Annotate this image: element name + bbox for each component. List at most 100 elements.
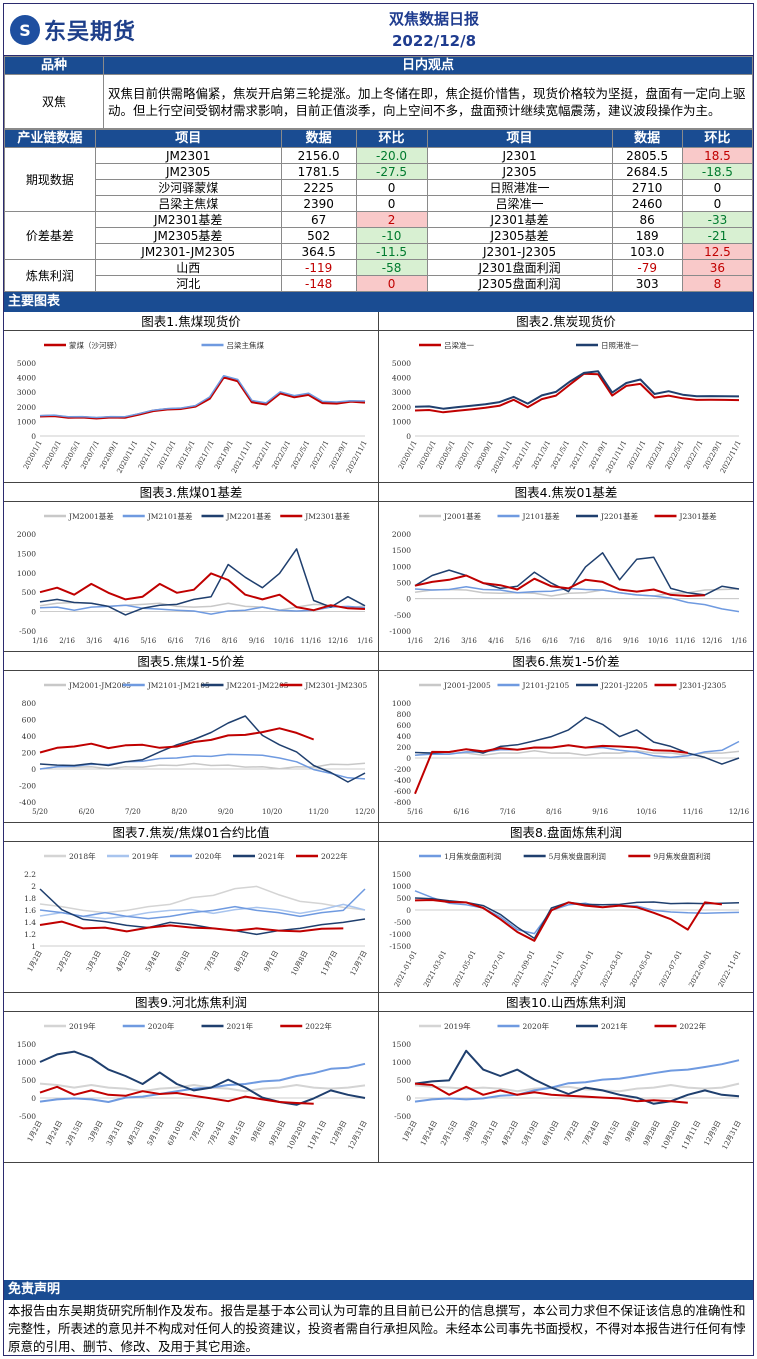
x-tick-label: 8/20 [171, 808, 187, 816]
y-tick-label: 200 [397, 743, 412, 752]
chart-panel: 图表2.焦炭现货价 吕梁准一 日照港准一 5000 4000 3000 2000 1000 0 2… [379, 312, 753, 483]
chain-change: -27.5 [355, 163, 428, 180]
x-tick-label: 9/16 [249, 637, 265, 645]
y-tick-label: 2000 [17, 530, 36, 539]
chain-item: 吕梁主焦煤 [94, 195, 282, 212]
chain-value: 189 [611, 227, 683, 244]
chain-change: -20.0 [355, 147, 428, 164]
series-line [39, 762, 366, 770]
chain-value: 2156.0 [280, 147, 357, 164]
x-tick-label: 5/16 [407, 808, 423, 816]
x-tick-label: 8/16 [222, 637, 238, 645]
series-line [39, 727, 315, 754]
x-tick-label: 3/16 [86, 637, 102, 645]
legend-label: JM2301基差 [304, 511, 350, 521]
chart-plot: 蒙煤（沙河驿） 吕梁主焦煤5000400030002000100002020/1/… [17, 340, 369, 475]
x-tick-label: 9月6日 [624, 1119, 642, 1143]
x-tick-label: 9/16 [592, 808, 608, 816]
y-tick-label: 1500 [392, 1040, 411, 1049]
y-tick-label: -200 [19, 782, 36, 791]
x-tick-label: 9月1日 [262, 949, 280, 973]
y-tick-label: 0 [406, 595, 411, 604]
chart-plot: 吕梁准一 日照港准一5000400030002000100002020/1/120… [392, 340, 743, 475]
chain-item: JM2301 [94, 147, 282, 164]
y-tick-label: 500 [397, 1076, 412, 1085]
y-tick-label: 1000 [17, 417, 36, 426]
chain-change: 2 [355, 211, 428, 228]
legend-label: 2022年 [305, 1021, 332, 1031]
view-col-variety: 品种 [4, 56, 104, 75]
x-tick-label: 4/16 [113, 637, 129, 645]
chart-panel: 图表3.焦煤01基差 JM2001基差 JM2101基差 JM2201基差 JM2301… [4, 483, 379, 652]
x-tick-label: 5/20 [32, 808, 48, 816]
x-tick-label: 2022-11-01 [717, 949, 743, 988]
legend-label: 2022年 [321, 851, 348, 861]
chain-item: J2301-J2305 [426, 243, 613, 260]
chart-plot: 2019年 2020年 2021年 2022年 1500 1000 500 0 -5001月2日… [392, 1021, 743, 1151]
y-tick-label: -1000 [389, 930, 411, 939]
chart-title: 图表4.焦炭01基差 [379, 483, 753, 502]
chain-value: -148 [280, 275, 357, 292]
chain-group-name: 价差基差 [4, 211, 96, 260]
chain-item: 河北 [94, 275, 282, 292]
series-line [414, 750, 740, 757]
chart-plot: JM2001-JM2005 JM2101-JM2105 JM2201-JM2205 J… [19, 681, 375, 816]
y-tick-label: -400 [394, 776, 411, 785]
legend-label: 2021年 [258, 851, 285, 861]
chain-change: 0 [355, 179, 428, 196]
x-tick-label: 2022-07-01 [658, 949, 684, 988]
chain-item: JM2301基差 [94, 211, 282, 228]
x-tick-label: 10/16 [648, 637, 669, 645]
y-tick-label: 600 [397, 721, 412, 730]
table-row: 期现数据 JM2301 2156.0 -20.0 J2301 2805.5 18.5 [4, 147, 754, 212]
table-row: JM2305 1781.5 -27.5 J2305 2684.5 -18.5 [5, 163, 754, 180]
chart-plot: J2001基差 J2101基差 J2201基差 J2301基差 2000 1500 1000… [389, 511, 747, 645]
chart-title: 图表6.焦炭1-5价差 [379, 652, 753, 671]
x-tick-label: 6月3日 [174, 949, 192, 973]
y-tick-label: 500 [22, 588, 37, 597]
series-line [39, 1085, 314, 1105]
y-tick-label: -500 [394, 1112, 411, 1121]
disclaimer-text: 本报告由东吴期货研究所制作及发布。报告是基于本公司认为可靠的且目前已公开的信息撰… [8, 1303, 746, 1354]
report-header: S 东吴期货 双焦数据日报 2022/12/8 [4, 4, 753, 56]
legend-label: 吕梁准一 [444, 340, 474, 350]
chart-title: 图表8.盘面炼焦利润 [379, 823, 753, 842]
legend-label: J2301-J2305 [679, 681, 727, 690]
chain-value: -79 [611, 259, 683, 276]
x-tick-label: 6月10日 [541, 1119, 561, 1147]
y-tick-label: 1500 [392, 870, 411, 879]
y-tick-label: 0 [31, 608, 36, 617]
x-tick-label: 10月20日 [660, 1119, 682, 1151]
legend-label: JM2001-JM2005 [68, 681, 131, 690]
chart-panel: 图表6.焦炭1-5价差 J2001-J2005 J2101-J2105 J2201-J… [379, 652, 753, 823]
x-tick-label: 7/16 [195, 637, 211, 645]
chain-item: 日照港准一 [426, 179, 613, 196]
x-tick-label: 1月2日 [26, 949, 44, 973]
chain-item: J2301 [426, 147, 613, 164]
x-tick-label: 8月2日 [233, 949, 251, 973]
disclaimer-title: 免责声明 [4, 1280, 753, 1300]
y-tick-label: 1000 [392, 562, 411, 571]
y-tick-label: 1000 [392, 417, 411, 426]
chain-value: 2805.5 [611, 147, 683, 164]
report-title: 双焦数据日报 [388, 10, 479, 28]
series-line [414, 372, 740, 414]
x-tick-label: 11月11日 [306, 1119, 328, 1151]
x-tick-label: 9月28日 [642, 1119, 662, 1147]
chart-panel: 图表9.河北炼焦利润 2019年 2020年 2021年 2022年 1500 1000 50… [4, 993, 379, 1163]
chain-change: 12.5 [681, 243, 754, 260]
x-tick-label: 2021-05-01 [452, 949, 478, 988]
y-tick-label: 2000 [392, 530, 411, 539]
x-tick-label: 2022-09-01 [687, 949, 713, 988]
x-tick-label: 11月11日 [680, 1119, 702, 1151]
y-tick-label: 1.6 [24, 906, 36, 915]
x-tick-label: 8/16 [546, 808, 562, 816]
legend-label: JM2101-JM2105 [147, 681, 210, 690]
y-tick-label: 400 [397, 732, 412, 741]
series-line [414, 588, 740, 597]
chain-value: 303 [611, 275, 683, 292]
x-tick-label: 2月15日 [64, 1119, 84, 1147]
chart-panel: 图表4.焦炭01基差 J2001基差 J2101基差 J2201基差 J2301基差 20… [379, 483, 753, 652]
y-tick-label: 1.4 [24, 918, 36, 927]
x-tick-label: 6/20 [79, 808, 95, 816]
